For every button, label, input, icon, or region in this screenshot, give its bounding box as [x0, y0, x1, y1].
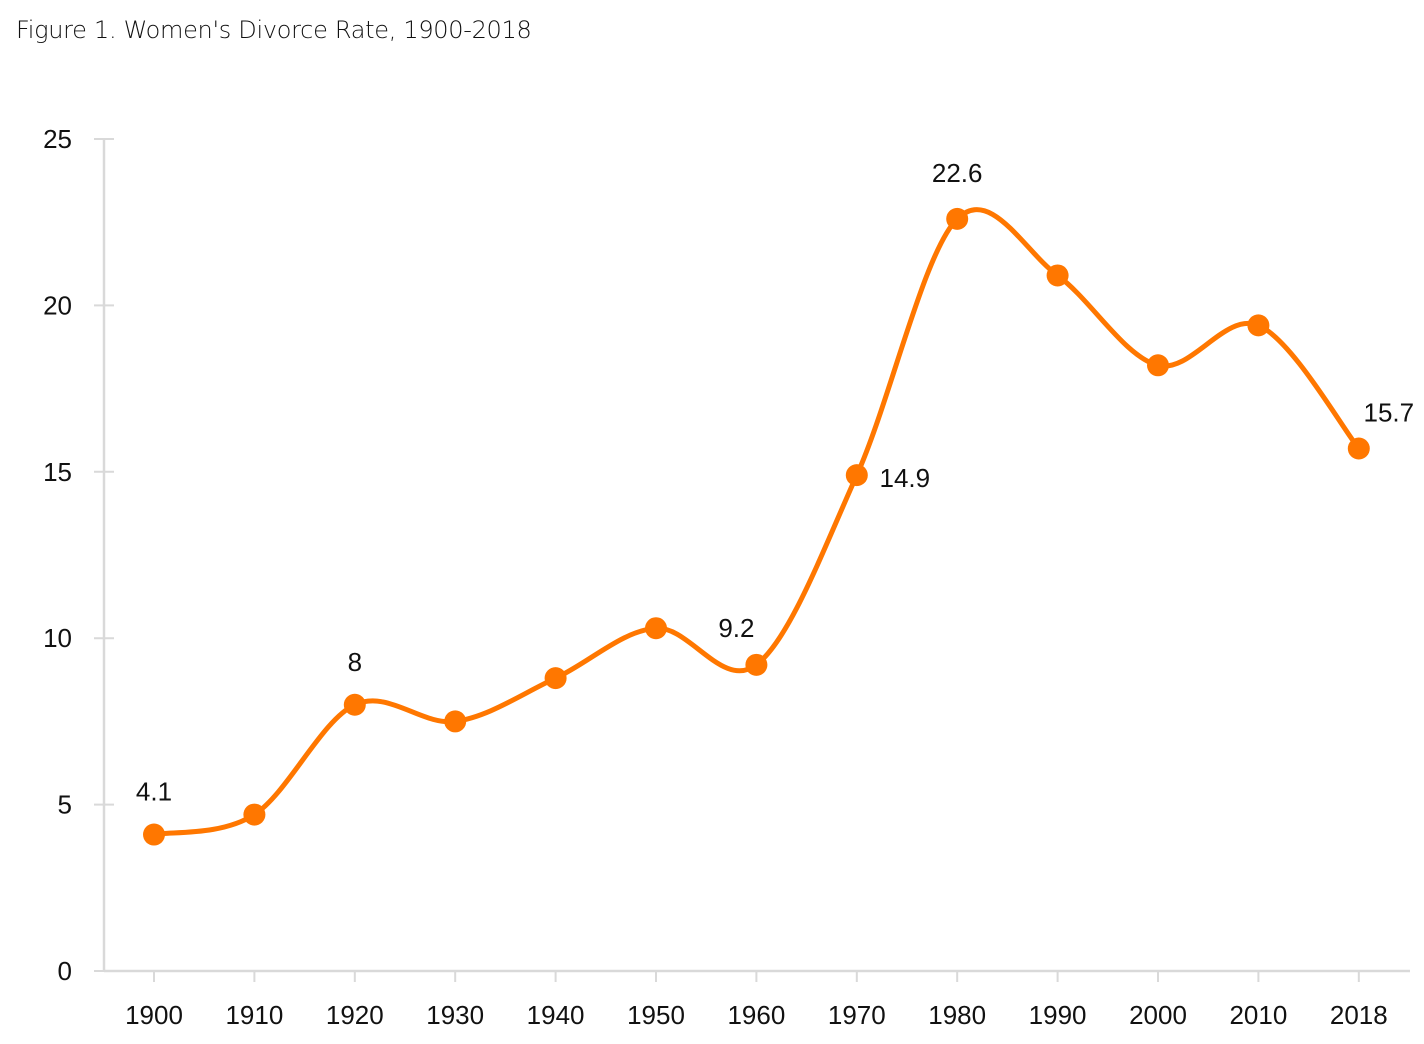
- x-tick-label: 2018: [1330, 1000, 1388, 1030]
- x-tick-label: 2010: [1229, 1000, 1287, 1030]
- x-tick-label: 1960: [727, 1000, 785, 1030]
- data-point: [243, 803, 266, 826]
- data-label: 22.6: [932, 158, 983, 188]
- x-tick-label: 1950: [627, 1000, 685, 1030]
- data-point: [143, 823, 165, 846]
- y-tick-label: 5: [58, 790, 72, 820]
- y-tick-label: 20: [43, 290, 72, 320]
- data-point: [645, 617, 667, 640]
- axes: [102, 139, 1410, 973]
- x-tick-label: 1980: [928, 1000, 986, 1030]
- y-tick-label: 10: [43, 623, 72, 653]
- x-tick-label: 1920: [326, 1000, 384, 1030]
- x-tick-label: 1970: [828, 1000, 886, 1030]
- x-tick-label: 1990: [1029, 1000, 1087, 1030]
- data-label: 9.2: [718, 613, 754, 643]
- y-tick-label: 25: [43, 124, 72, 154]
- data-label: 15.7: [1363, 398, 1414, 428]
- data-label: 8: [348, 647, 362, 677]
- data-point: [745, 653, 768, 676]
- x-axis-ticks: 1900 1910 1920 1930 1940 1950 1960 1970 1980 1990…: [125, 971, 1388, 1030]
- data-point: [343, 693, 366, 716]
- y-tick-label: 0: [58, 956, 72, 986]
- y-axis-ticks: 0 5 10 15 20 25: [43, 124, 114, 986]
- x-tick-label: 2000: [1129, 1000, 1187, 1030]
- chart-title: Figure 1. Women's Divorce Rate, 1900-201…: [16, 16, 532, 44]
- y-tick-label: 15: [43, 457, 72, 487]
- x-tick-label: 1940: [527, 1000, 585, 1030]
- data-point: [1147, 354, 1169, 377]
- data-point: [946, 207, 969, 230]
- series-line: [151, 207, 1362, 838]
- data-label: 14.9: [879, 463, 930, 493]
- x-tick-label: 1910: [225, 1000, 283, 1030]
- data-label: 4.1: [136, 777, 172, 807]
- data-labels: 4.1 8 9.2 14.9 22.6 15.7: [136, 158, 1414, 807]
- data-point: [1247, 314, 1270, 337]
- data-point: [845, 464, 868, 487]
- data-points: [143, 207, 1370, 846]
- x-tick-label: 1900: [125, 1000, 183, 1030]
- data-point: [1046, 264, 1069, 287]
- data-point: [1347, 437, 1370, 460]
- x-tick-label: 1930: [426, 1000, 484, 1030]
- data-point: [444, 710, 467, 733]
- data-point: [544, 667, 567, 690]
